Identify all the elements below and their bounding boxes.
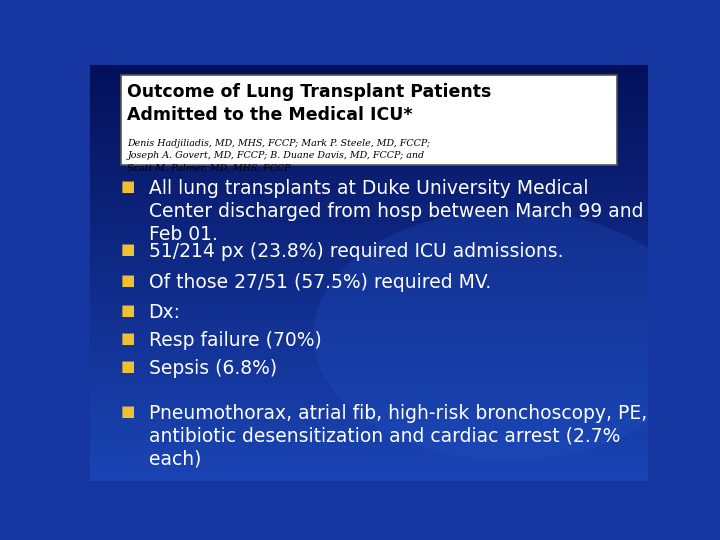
Bar <box>90 294 648 300</box>
Bar <box>90 134 648 141</box>
Bar <box>90 217 648 224</box>
Bar <box>90 120 648 127</box>
Text: All lung transplants at Duke University Medical
Center discharged from hosp betw: All lung transplants at Duke University … <box>148 179 643 244</box>
Bar <box>90 148 648 155</box>
Text: ■: ■ <box>121 179 135 194</box>
Bar <box>90 162 648 168</box>
Bar <box>90 231 648 238</box>
Bar <box>90 418 648 425</box>
Bar <box>90 460 648 467</box>
Bar <box>90 245 648 252</box>
Text: ■: ■ <box>121 331 135 346</box>
Text: Admitted to the Medical ICU*: Admitted to the Medical ICU* <box>127 106 413 124</box>
Bar <box>90 266 648 273</box>
Bar <box>90 439 648 446</box>
Text: Dx:: Dx: <box>148 302 181 322</box>
Bar <box>90 127 648 134</box>
Bar <box>90 328 648 335</box>
Bar <box>90 287 648 294</box>
Bar <box>90 377 648 383</box>
Text: ■: ■ <box>121 241 135 256</box>
Text: 51/214 px (23.8%) required ICU admissions.: 51/214 px (23.8%) required ICU admission… <box>148 241 563 260</box>
Bar <box>90 356 648 363</box>
Bar <box>90 211 648 217</box>
Bar <box>90 390 648 397</box>
Bar <box>90 404 648 411</box>
Bar <box>90 273 648 280</box>
Text: Of those 27/51 (57.5%) required MV.: Of those 27/51 (57.5%) required MV. <box>148 273 491 292</box>
Bar <box>90 259 648 266</box>
Bar <box>90 474 648 481</box>
Bar <box>90 176 648 183</box>
Bar <box>90 183 648 190</box>
Bar <box>90 79 648 85</box>
Bar <box>90 238 648 245</box>
Bar <box>90 141 648 148</box>
Bar <box>90 155 648 162</box>
Bar <box>90 363 648 370</box>
Bar <box>90 169 648 176</box>
Text: Pneumothorax, atrial fib, high-risk bronchoscopy, PE,
antibiotic desensitization: Pneumothorax, atrial fib, high-risk bron… <box>148 404 647 468</box>
FancyBboxPatch shape <box>121 75 617 165</box>
Bar <box>90 197 648 204</box>
Bar <box>90 335 648 342</box>
Bar <box>90 307 648 314</box>
Bar <box>90 411 648 418</box>
Text: ■: ■ <box>121 273 135 288</box>
Bar <box>90 342 648 349</box>
Bar <box>90 300 648 307</box>
Bar <box>90 321 648 328</box>
Bar <box>90 99 648 106</box>
Bar <box>90 204 648 210</box>
Bar <box>90 383 648 390</box>
Bar <box>90 467 648 474</box>
Bar <box>90 280 648 287</box>
Bar <box>90 432 648 439</box>
Bar <box>90 446 648 453</box>
Bar <box>90 72 648 79</box>
Bar <box>90 397 648 404</box>
Bar <box>90 106 648 113</box>
Bar <box>90 224 648 231</box>
Text: Denis Hadjiliadis, MD, MHS, FCCP; Mark P. Steele, MD, FCCP;
Joseph A. Govert, MD: Denis Hadjiliadis, MD, MHS, FCCP; Mark P… <box>127 139 431 173</box>
Text: ■: ■ <box>121 302 135 318</box>
Bar <box>90 92 648 99</box>
Bar <box>90 425 648 432</box>
Bar <box>90 252 648 259</box>
Bar <box>90 314 648 321</box>
Text: Resp failure (70%): Resp failure (70%) <box>148 331 321 350</box>
Text: ■: ■ <box>121 404 135 418</box>
Bar <box>90 85 648 92</box>
Bar <box>90 113 648 120</box>
Text: Sepsis (6.8%): Sepsis (6.8%) <box>148 359 276 378</box>
Bar <box>90 453 648 460</box>
Bar <box>90 65 648 72</box>
Bar <box>90 370 648 377</box>
Text: ■: ■ <box>121 359 135 374</box>
Bar <box>90 349 648 356</box>
Text: Outcome of Lung Transplant Patients: Outcome of Lung Transplant Patients <box>127 83 492 100</box>
Bar <box>90 190 648 197</box>
Ellipse shape <box>313 210 703 460</box>
